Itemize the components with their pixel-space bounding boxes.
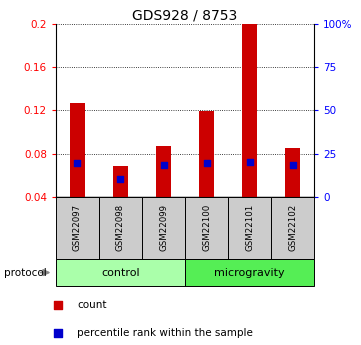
FancyBboxPatch shape [185, 259, 314, 286]
Text: protocol: protocol [4, 268, 46, 277]
FancyBboxPatch shape [99, 197, 142, 259]
Point [56, 303, 61, 308]
Bar [199, 111, 214, 197]
Title: GDS928 / 8753: GDS928 / 8753 [132, 9, 238, 23]
Bar [156, 146, 171, 197]
Text: microgravity: microgravity [214, 268, 285, 277]
FancyBboxPatch shape [271, 197, 314, 259]
Point [75, 160, 81, 165]
Text: GSM22100: GSM22100 [202, 204, 211, 251]
Text: GSM22098: GSM22098 [116, 204, 125, 251]
Text: percentile rank within the sample: percentile rank within the sample [77, 328, 253, 338]
Text: control: control [101, 268, 140, 277]
Point [290, 162, 295, 168]
FancyBboxPatch shape [228, 197, 271, 259]
Text: GSM22099: GSM22099 [159, 204, 168, 251]
Point [204, 160, 209, 165]
Point [247, 159, 252, 165]
Text: GSM22101: GSM22101 [245, 204, 254, 251]
Bar [70, 103, 85, 197]
Text: GSM22097: GSM22097 [73, 204, 82, 251]
Bar [242, 24, 257, 197]
FancyBboxPatch shape [56, 259, 185, 286]
FancyBboxPatch shape [56, 197, 99, 259]
Point [118, 176, 123, 182]
Bar [285, 148, 300, 197]
Point [56, 330, 61, 336]
Text: GSM22102: GSM22102 [288, 204, 297, 251]
Text: count: count [77, 300, 107, 310]
Point [161, 162, 166, 168]
FancyBboxPatch shape [142, 197, 185, 259]
FancyBboxPatch shape [185, 197, 228, 259]
Bar [113, 167, 128, 197]
